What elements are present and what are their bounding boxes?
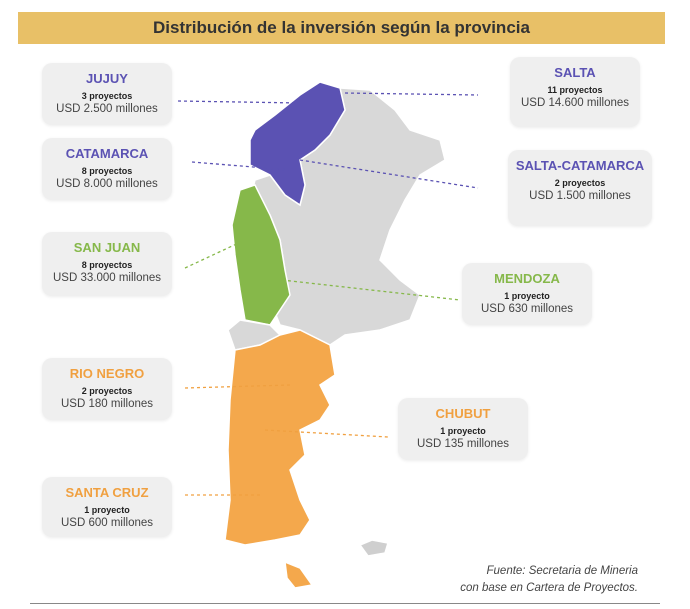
province-name: SALTA: [554, 65, 596, 80]
source-line: Fuente: Secretaria de Mineria: [486, 565, 639, 577]
province-name: RIO NEGRO: [69, 366, 145, 381]
province-card: RIO NEGRO 2 proyectos USD 180 millones: [42, 358, 172, 420]
leader-line: [264, 429, 389, 438]
project-count: 8 proyectos: [81, 260, 133, 270]
project-count: 1 proyecto: [440, 426, 486, 436]
investment-amount: USD 33.000 millones: [52, 272, 162, 284]
region-orange: [284, 560, 314, 589]
investment-amount: USD 1.500 millones: [529, 190, 631, 202]
province-card: MENDOZA 1 proyecto USD 630 millones: [462, 263, 592, 325]
province-card: CHUBUT 1 proyecto USD 135 millones: [398, 398, 528, 460]
province-card: JUJUY 3 proyectos USD 2.500 millones: [42, 63, 172, 125]
province-card: SANTA CRUZ 1 proyecto USD 600 millones: [42, 477, 172, 537]
investment-amount: USD 180 millones: [60, 398, 154, 410]
investment-amount: USD 14.600 millones: [520, 97, 630, 109]
project-count: 3 proyectos: [81, 91, 133, 101]
investment-amount: USD 630 millones: [480, 303, 574, 315]
title-bar: Distribución de la inversión según la pr…: [18, 12, 665, 44]
leader-lines: [177, 92, 479, 496]
project-count: 11 proyectos: [547, 85, 603, 95]
bottom-rule: [30, 603, 660, 604]
province-name: SALTA-CATAMARCA: [515, 158, 645, 173]
leader-line: [344, 92, 479, 96]
project-count: 1 proyecto: [504, 291, 550, 301]
region-purple: [249, 81, 346, 207]
province-name: CATAMARCA: [65, 146, 149, 161]
leader-line: [191, 161, 291, 171]
province-name: SAN JUAN: [73, 240, 141, 255]
investment-amount: USD 600 millones: [60, 517, 154, 529]
province-name: JUJUY: [86, 71, 128, 86]
investment-amount: USD 135 millones: [416, 438, 510, 450]
province-name: CHUBUT: [435, 406, 491, 421]
province-card: SALTA 11 proyectos USD 14.600 millones: [510, 57, 640, 127]
region-green: [231, 184, 291, 326]
investment-amount: USD 8.000 millones: [56, 178, 158, 190]
source: Fuente: Secretaria de Mineria con base e…: [410, 563, 638, 597]
islands: [358, 539, 389, 557]
leader-line: [177, 100, 301, 104]
project-count: 8 proyectos: [81, 166, 133, 176]
project-count: 1 proyecto: [84, 505, 130, 515]
map-shapes: [224, 81, 446, 589]
region-orange: [224, 329, 336, 546]
province-name: MENDOZA: [494, 271, 560, 286]
source-line: con base en Cartera de Proyectos.: [460, 582, 638, 594]
leader-line: [299, 159, 479, 189]
province-name: SANTA CRUZ: [65, 485, 149, 500]
leader-line: [184, 239, 246, 269]
project-count: 2 proyectos: [554, 178, 606, 188]
investment-amount: USD 2.500 millones: [56, 103, 158, 115]
province-card: SALTA-CATAMARCA 2 proyectos USD 1.500 mill…: [508, 150, 652, 226]
project-count: 2 proyectos: [81, 386, 133, 396]
province-card: CATAMARCA 8 proyectos USD 8.000 millones: [42, 138, 172, 200]
province-card: SAN JUAN 8 proyectos USD 33.000 millones: [42, 232, 172, 296]
